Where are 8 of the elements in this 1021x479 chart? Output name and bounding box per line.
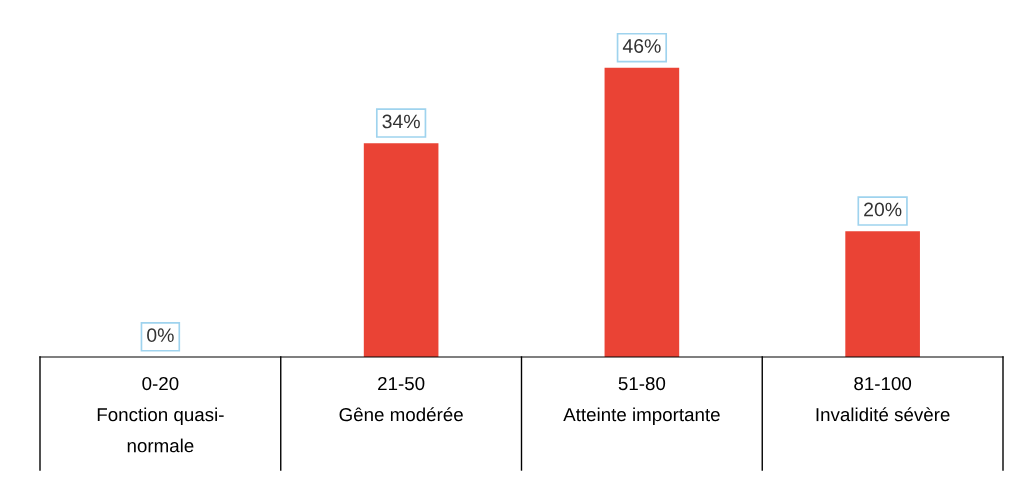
data-label: 0% <box>147 328 174 343</box>
x-tick-label: 21-50 Gêne modérée <box>339 376 463 422</box>
x-tick-label: 81-100 Invalidité sévère <box>816 376 950 422</box>
data-label: 46% <box>622 39 661 53</box>
data-label: 34% <box>382 114 420 129</box>
x-tick-label: 0-20 Fonction quasi- normale <box>97 376 224 453</box>
data-label: 20% <box>864 202 902 217</box>
x-tick-label: 51-80 Atteinte importante <box>563 376 720 425</box>
